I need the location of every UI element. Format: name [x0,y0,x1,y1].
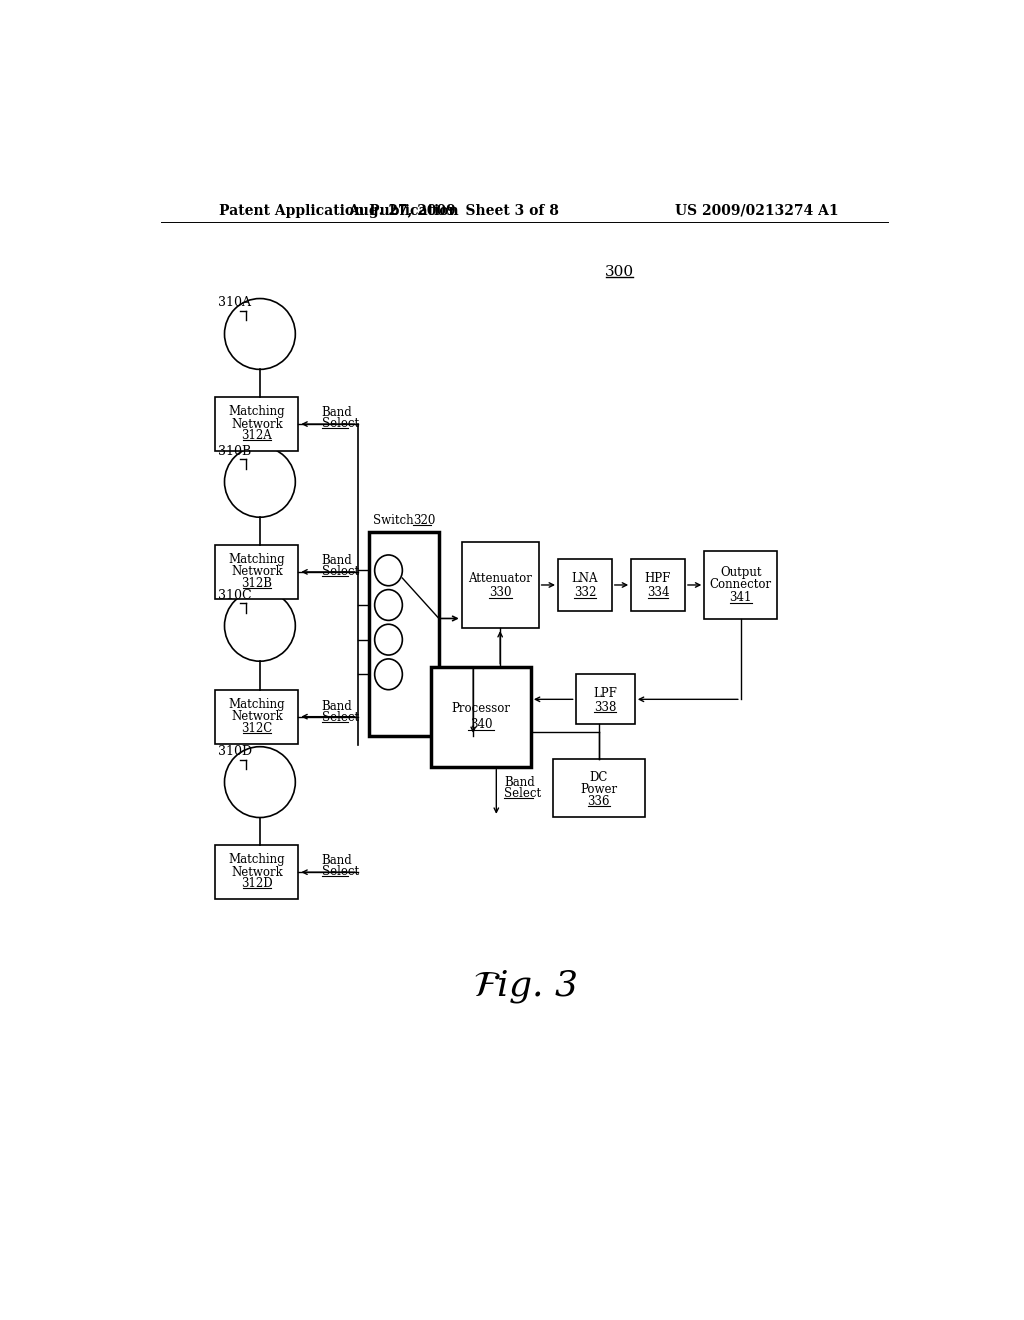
Text: Band: Band [322,554,352,566]
Text: Network: Network [231,565,283,578]
Text: 332: 332 [573,586,596,599]
Bar [705,552,777,619]
Text: DC: DC [590,771,608,784]
Text: Output: Output [720,566,762,579]
Bar [215,845,298,899]
Text: Select: Select [504,787,541,800]
Text: Network: Network [231,710,283,723]
Text: 312C: 312C [242,722,272,735]
Bar [431,667,531,767]
Text: Matching: Matching [228,853,285,866]
Bar [575,675,635,725]
Text: 310D: 310D [217,746,252,758]
Text: Matching: Matching [228,553,285,566]
Text: Attenuator: Attenuator [468,573,532,585]
Text: Select: Select [322,417,358,430]
Text: Band: Band [322,854,352,867]
Bar [215,690,298,743]
Text: 312A: 312A [242,429,272,442]
Bar [370,532,438,737]
Text: 310A: 310A [217,296,251,309]
Text: 334: 334 [647,586,670,599]
Text: Switch: Switch [373,513,414,527]
Text: Patent Application Publication: Patent Application Publication [219,203,459,218]
Bar [215,397,298,451]
Bar [631,558,685,611]
Text: LPF: LPF [593,686,617,700]
Text: Network: Network [231,417,283,430]
Ellipse shape [375,624,402,655]
Text: $\mathcal{F}$ig. 3: $\mathcal{F}$ig. 3 [473,968,577,1005]
Text: Select: Select [322,711,358,723]
Text: LNA: LNA [571,573,598,585]
Text: Processor: Processor [452,702,510,715]
Text: Matching: Matching [228,405,285,418]
Text: Matching: Matching [228,698,285,711]
Ellipse shape [375,590,402,620]
Bar [558,558,611,611]
Text: 300: 300 [605,265,634,280]
Text: 310B: 310B [217,445,251,458]
Text: Network: Network [231,866,283,879]
Text: 340: 340 [470,718,493,731]
Text: 336: 336 [588,795,610,808]
Bar [215,545,298,599]
Text: 330: 330 [488,586,511,599]
Text: US 2009/0213274 A1: US 2009/0213274 A1 [676,203,839,218]
Ellipse shape [375,659,402,689]
Text: Power: Power [581,783,617,796]
Ellipse shape [224,298,295,370]
Text: 320: 320 [413,513,435,527]
Bar [553,759,645,817]
Text: Connector: Connector [710,578,772,591]
Ellipse shape [224,590,295,661]
Text: Select: Select [322,565,358,578]
Text: 310C: 310C [217,589,251,602]
Text: Band: Band [322,700,352,713]
Text: 338: 338 [594,701,616,714]
Text: HPF: HPF [645,573,671,585]
Text: Select: Select [322,865,358,878]
Ellipse shape [224,446,295,517]
Ellipse shape [375,554,402,586]
Text: Aug. 27, 2009  Sheet 3 of 8: Aug. 27, 2009 Sheet 3 of 8 [348,203,559,218]
Text: 341: 341 [729,591,752,603]
Text: 312B: 312B [242,577,272,590]
Ellipse shape [224,747,295,817]
Text: 312D: 312D [241,878,272,890]
Text: Band: Band [504,776,535,788]
Text: Band: Band [322,407,352,418]
Bar [462,543,539,628]
